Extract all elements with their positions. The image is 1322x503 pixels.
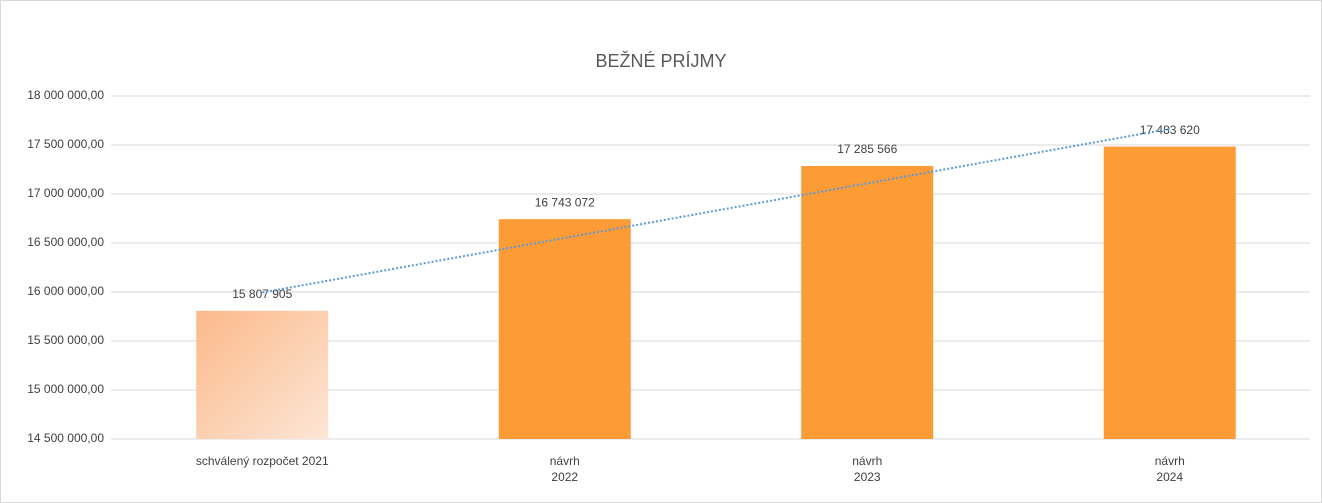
y-tick-label: 15 500 000,00 bbox=[27, 333, 104, 347]
bar bbox=[196, 310, 329, 439]
value-label: 15 807 905 bbox=[232, 287, 292, 301]
x-tick-label: schválený rozpočet 2021 bbox=[195, 454, 329, 468]
y-tick-label: 18 000 000,00 bbox=[27, 88, 104, 102]
x-tick-label: návrh 2022 bbox=[549, 454, 580, 484]
chart-title: BEŽNÉ PRÍJMY bbox=[595, 51, 726, 71]
y-tick-label: 17 500 000,00 bbox=[27, 137, 104, 151]
x-tick-label: návrh 2024 bbox=[1154, 454, 1185, 484]
y-tick-label: 17 000 000,00 bbox=[27, 186, 104, 200]
bar bbox=[801, 166, 934, 439]
y-tick-label: 16 000 000,00 bbox=[27, 284, 104, 298]
x-tick-label: návrh 2023 bbox=[852, 454, 883, 484]
value-label: 17 483 620 bbox=[1140, 123, 1200, 137]
value-label: 17 285 566 bbox=[837, 142, 897, 156]
y-tick-label: 16 500 000,00 bbox=[27, 235, 104, 249]
y-tick-label: 15 000 000,00 bbox=[27, 382, 104, 396]
bar bbox=[498, 219, 631, 439]
value-label: 16 743 072 bbox=[535, 195, 595, 209]
y-tick-label: 14 500 000,00 bbox=[27, 431, 104, 445]
bar bbox=[1103, 146, 1236, 440]
trendline bbox=[262, 127, 1170, 294]
